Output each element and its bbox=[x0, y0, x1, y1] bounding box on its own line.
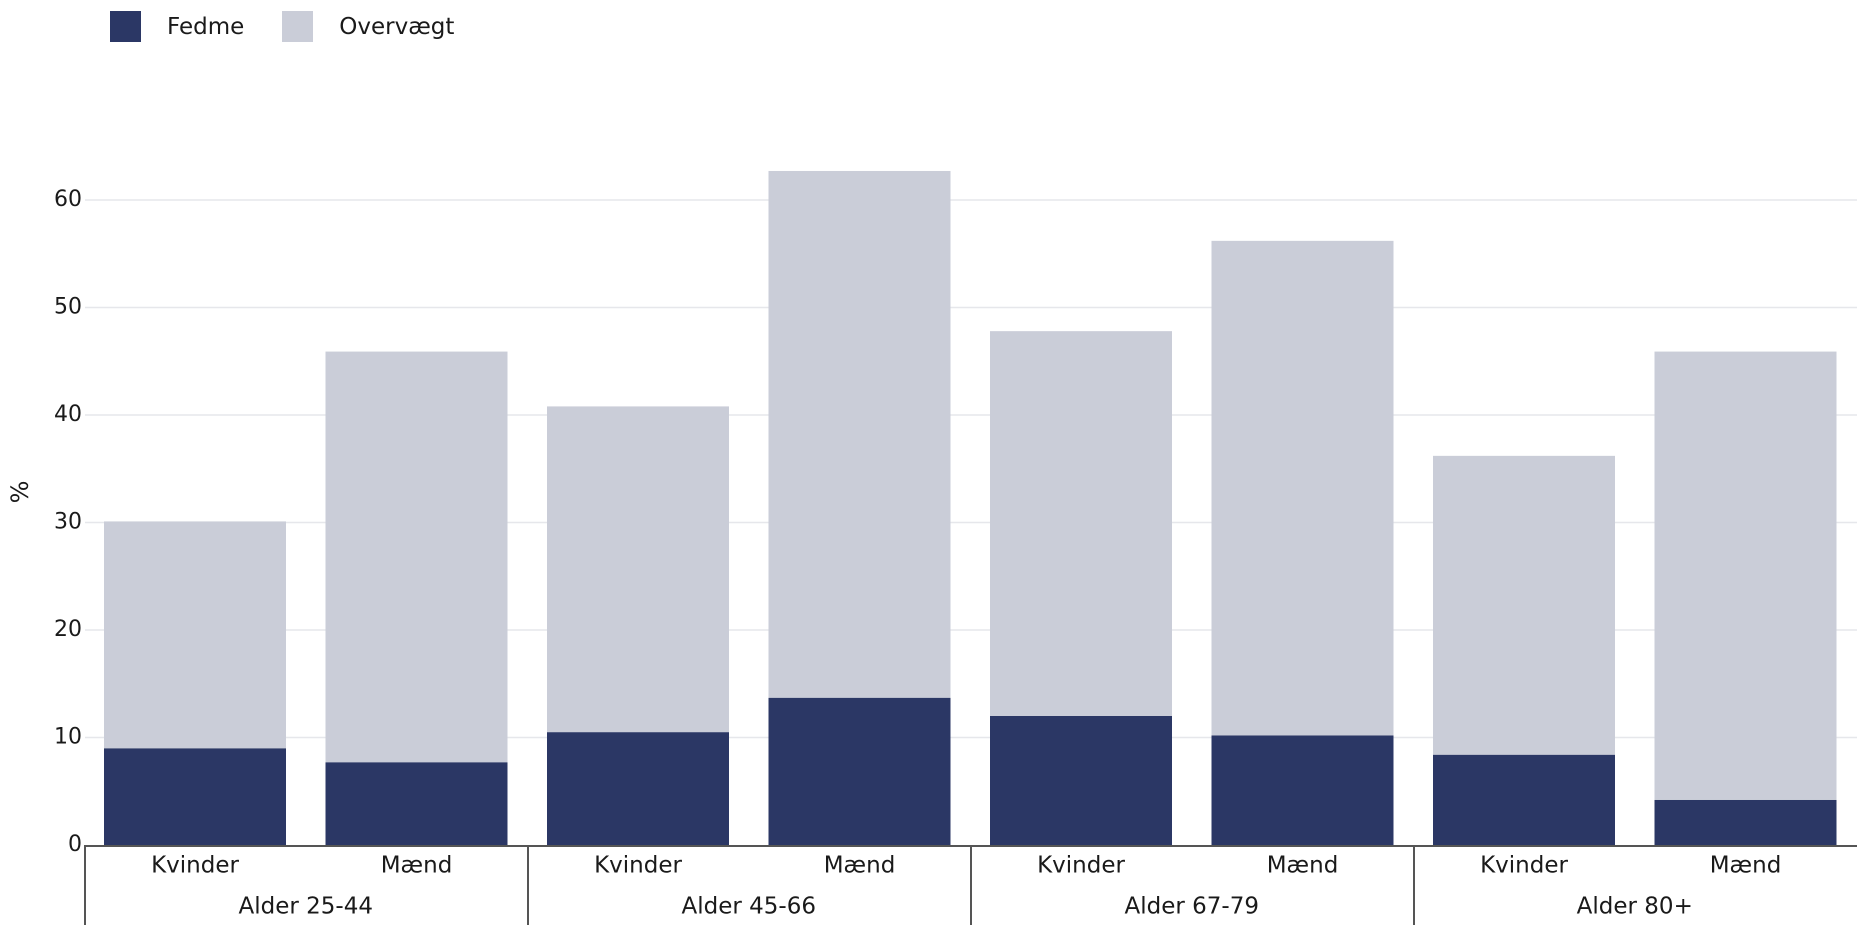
y-tick-label: 40 bbox=[54, 402, 82, 427]
x-tick-label: Kvinder bbox=[1480, 853, 1568, 879]
bar-overvaegt[interactable] bbox=[547, 406, 729, 732]
y-tick-label: 30 bbox=[54, 510, 82, 535]
group-label: Alder 67-79 bbox=[1125, 894, 1259, 920]
y-tick-label: 20 bbox=[54, 617, 82, 642]
bar-fedme[interactable] bbox=[104, 748, 286, 845]
x-tick-label: Mænd bbox=[1267, 853, 1339, 879]
y-tick-label: 50 bbox=[54, 295, 82, 320]
bar-fedme[interactable] bbox=[1433, 755, 1615, 845]
bar-overvaegt[interactable] bbox=[1212, 241, 1394, 735]
group-label: Alder 45-66 bbox=[682, 894, 816, 920]
y-axis-label: % bbox=[6, 481, 34, 504]
bar-fedme[interactable] bbox=[1212, 735, 1394, 845]
x-tick-label: Kvinder bbox=[1037, 853, 1125, 879]
bar-fedme[interactable] bbox=[990, 716, 1172, 845]
y-tick-label: 60 bbox=[54, 187, 82, 212]
bar-overvaegt[interactable] bbox=[326, 352, 508, 763]
x-tick-label: Mænd bbox=[1710, 853, 1782, 879]
x-tick-label: Kvinder bbox=[151, 853, 239, 879]
bar-overvaegt[interactable] bbox=[990, 331, 1172, 716]
bar-overvaegt[interactable] bbox=[769, 171, 951, 698]
x-tick-label: Kvinder bbox=[594, 853, 682, 879]
bar-fedme[interactable] bbox=[326, 762, 508, 845]
bars bbox=[104, 171, 1837, 845]
x-tick-label: Mænd bbox=[381, 853, 453, 879]
bar-fedme[interactable] bbox=[547, 732, 729, 845]
y-tick-label: 10 bbox=[54, 725, 82, 750]
group-label: Alder 25-44 bbox=[239, 894, 373, 920]
bar-fedme[interactable] bbox=[1655, 800, 1837, 845]
bar-overvaegt[interactable] bbox=[1433, 456, 1615, 755]
bar-overvaegt[interactable] bbox=[1655, 352, 1837, 800]
x-tick-label: Mænd bbox=[824, 853, 896, 879]
bar-overvaegt[interactable] bbox=[104, 521, 286, 748]
group-label: Alder 80+ bbox=[1577, 894, 1693, 920]
y-tick-label: 0 bbox=[68, 832, 82, 857]
bar-fedme[interactable] bbox=[769, 698, 951, 845]
